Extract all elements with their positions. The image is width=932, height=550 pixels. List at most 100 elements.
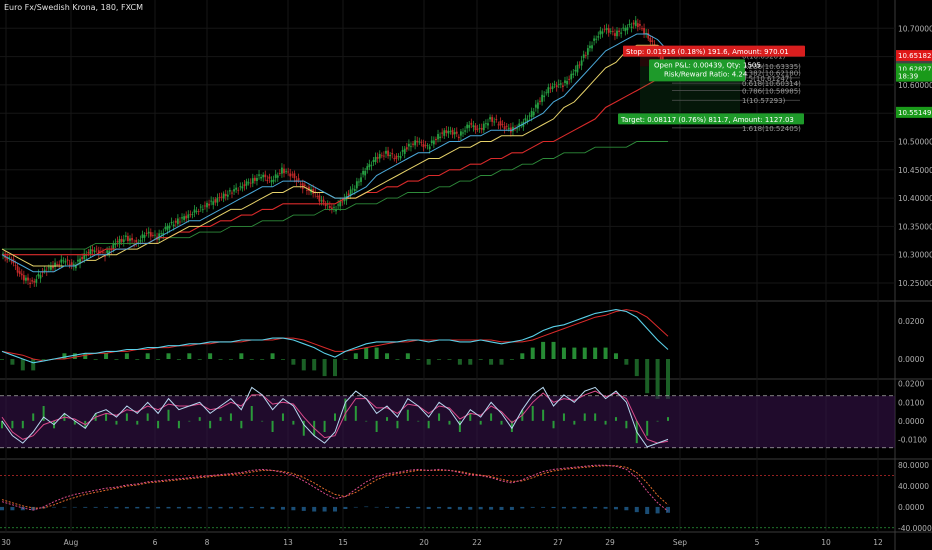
candle-body — [451, 129, 454, 135]
candle-body — [487, 123, 489, 126]
candle-body — [204, 205, 206, 207]
candle-body — [262, 174, 265, 178]
candle-body — [476, 128, 479, 130]
candle-body — [584, 55, 587, 56]
candle-body — [383, 155, 385, 157]
candle-body — [268, 176, 271, 179]
macd-hist-bar — [395, 359, 400, 360]
candle-body — [333, 207, 335, 209]
candle-body — [358, 181, 360, 183]
osc-hist-bar — [188, 420, 191, 422]
candle-body — [164, 226, 167, 230]
candle-body — [641, 28, 643, 30]
macd-hist-bar — [541, 341, 546, 359]
candle-body — [118, 239, 121, 245]
stoch-hist-bar — [561, 506, 566, 509]
candle-body — [231, 192, 233, 194]
macd-hist-bar — [561, 347, 566, 359]
candle-body — [430, 140, 433, 144]
candle-body — [216, 197, 219, 203]
stoch-hist-bar — [31, 506, 36, 511]
time-axis[interactable]: 30 Aug 6 8 13 15 20 22 27 29 Sep 5 10 12 — [1, 538, 883, 547]
macd-hist-bar — [62, 353, 67, 359]
candle-body — [432, 140, 435, 145]
candle-body — [570, 73, 573, 80]
candle-body — [143, 235, 146, 238]
candle-body — [306, 190, 308, 191]
candle-body — [574, 69, 577, 72]
candle-body — [337, 204, 340, 206]
candle-body — [60, 259, 63, 263]
candle-body — [403, 148, 406, 154]
candle-body — [370, 165, 373, 167]
ema-slow-line — [2, 78, 668, 256]
candle-body — [303, 184, 306, 186]
candle-body — [243, 184, 246, 187]
time-tick-label: 22 — [472, 538, 482, 547]
osc-hist-bar — [250, 406, 253, 421]
candle-body — [360, 177, 362, 182]
stoch-hist-bar — [468, 506, 473, 510]
osc-hist-bar — [417, 420, 420, 422]
candle-body — [616, 30, 618, 37]
macd-hist-bar — [478, 359, 483, 360]
candle-body — [630, 26, 633, 29]
candle-body — [460, 131, 462, 136]
candle-body — [170, 222, 173, 224]
candle-body — [393, 158, 396, 160]
candle-body — [614, 33, 616, 36]
candle-body — [95, 248, 98, 250]
candle-body — [316, 196, 319, 197]
macd-hist-bar — [124, 353, 129, 359]
stoch-hist-bar — [187, 506, 192, 509]
stoch-hist-bar — [385, 506, 390, 508]
candle-body — [226, 194, 229, 197]
candle-body — [543, 95, 546, 98]
osc-hist-bar — [157, 420, 160, 429]
candle-body — [241, 186, 244, 189]
candle-body — [135, 240, 138, 243]
candle-body — [397, 156, 400, 157]
price-tag-bg — [896, 63, 932, 75]
stochastic-pane — [0, 464, 895, 529]
candle-body — [47, 267, 50, 269]
stoch-hist-bar — [20, 506, 25, 511]
macd-hist-bar — [364, 347, 369, 359]
candle-body — [218, 197, 221, 198]
candle-body — [626, 27, 629, 31]
osc-hist-bar — [583, 413, 586, 421]
candle-body — [324, 204, 327, 207]
osc-hist-bar — [365, 420, 368, 422]
osc-hist-bar — [562, 413, 565, 421]
candle-body — [195, 210, 198, 212]
price-tag: 18:39 — [898, 73, 918, 81]
sma-long-line — [2, 141, 668, 250]
price-tick-label: 10.45000 — [898, 166, 932, 175]
position-tool[interactable]: 0(10.65201)0.236(10.63335)0.382(10.62180… — [618, 45, 805, 133]
macd-hist-bar — [291, 359, 296, 365]
candle-body — [228, 190, 231, 192]
candle-body — [62, 260, 65, 262]
time-tick-label: Sep — [673, 538, 687, 547]
candle-body — [566, 80, 568, 85]
stoch-hist-bar — [343, 506, 348, 510]
stoch-hist-bar — [593, 506, 598, 509]
candle-body — [102, 251, 104, 253]
osc-hist-bar — [177, 420, 180, 429]
candle-body — [183, 216, 186, 220]
price-axis[interactable]: 10.7000010.6500010.6000010.5500010.50000… — [896, 24, 932, 533]
candle-body — [439, 136, 442, 139]
stoch-hist-bar — [666, 506, 670, 513]
candle-body — [166, 225, 169, 231]
candle-body — [407, 143, 410, 147]
osc-tick-label: 0.0200 — [898, 380, 924, 389]
candle-body — [607, 28, 610, 33]
stoch-hist-bar — [437, 506, 442, 509]
candle-body — [628, 23, 631, 26]
candle-body — [605, 28, 608, 30]
osc-hist-bar — [323, 420, 326, 432]
candle-body — [597, 36, 600, 38]
candle-body — [181, 217, 183, 219]
osc-hist-bar — [656, 420, 659, 422]
